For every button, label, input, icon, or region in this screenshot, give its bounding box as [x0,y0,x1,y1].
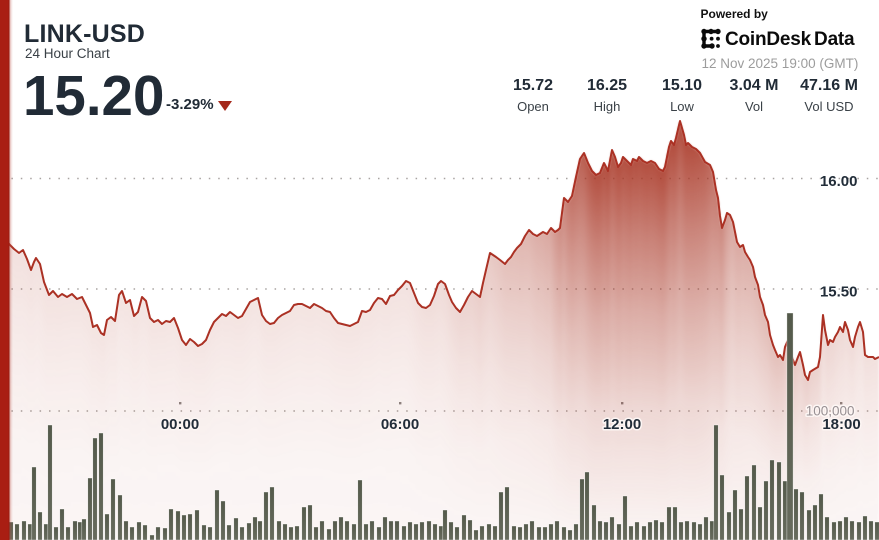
svg-text:12:00: 12:00 [603,416,641,433]
svg-text:06:00: 06:00 [381,416,419,433]
svg-text:15.50: 15.50 [820,284,858,301]
svg-text:00:00: 00:00 [161,416,199,433]
svg-text:16.00: 16.00 [820,173,858,190]
svg-text:18:00: 18:00 [822,416,860,433]
svg-text:100,000: 100,000 [806,404,855,419]
